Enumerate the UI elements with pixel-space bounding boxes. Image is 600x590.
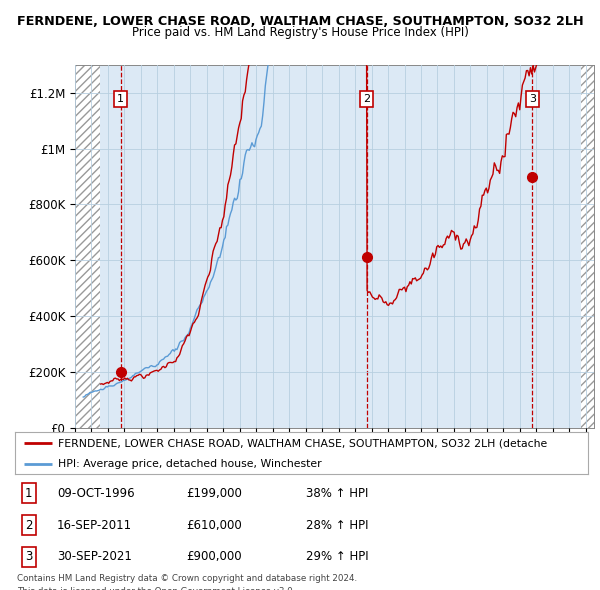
Bar — [581, 65, 594, 428]
Text: 30-SEP-2021: 30-SEP-2021 — [57, 550, 132, 563]
Text: 29% ↑ HPI: 29% ↑ HPI — [306, 550, 368, 563]
Text: 1: 1 — [25, 487, 32, 500]
Text: 3: 3 — [529, 94, 536, 104]
Text: Contains HM Land Registry data © Crown copyright and database right 2024.: Contains HM Land Registry data © Crown c… — [17, 574, 357, 583]
Text: 09-OCT-1996: 09-OCT-1996 — [57, 487, 134, 500]
Bar — [75, 65, 100, 428]
Text: 2: 2 — [363, 94, 370, 104]
Text: £610,000: £610,000 — [186, 519, 242, 532]
Text: £900,000: £900,000 — [186, 550, 242, 563]
Text: 1: 1 — [117, 94, 124, 104]
Text: FERNDENE, LOWER CHASE ROAD, WALTHAM CHASE, SOUTHAMPTON, SO32 2LH (detache: FERNDENE, LOWER CHASE ROAD, WALTHAM CHAS… — [58, 438, 547, 448]
Text: 3: 3 — [25, 550, 32, 563]
Text: 2: 2 — [25, 519, 32, 532]
Text: This data is licensed under the Open Government Licence v3.0.: This data is licensed under the Open Gov… — [17, 587, 295, 590]
Text: Price paid vs. HM Land Registry's House Price Index (HPI): Price paid vs. HM Land Registry's House … — [131, 26, 469, 39]
Text: FERNDENE, LOWER CHASE ROAD, WALTHAM CHASE, SOUTHAMPTON, SO32 2LH: FERNDENE, LOWER CHASE ROAD, WALTHAM CHAS… — [17, 15, 583, 28]
Text: HPI: Average price, detached house, Winchester: HPI: Average price, detached house, Winc… — [58, 459, 322, 468]
Text: £199,000: £199,000 — [186, 487, 242, 500]
Text: 16-SEP-2011: 16-SEP-2011 — [57, 519, 132, 532]
Text: 38% ↑ HPI: 38% ↑ HPI — [306, 487, 368, 500]
Text: 28% ↑ HPI: 28% ↑ HPI — [306, 519, 368, 532]
